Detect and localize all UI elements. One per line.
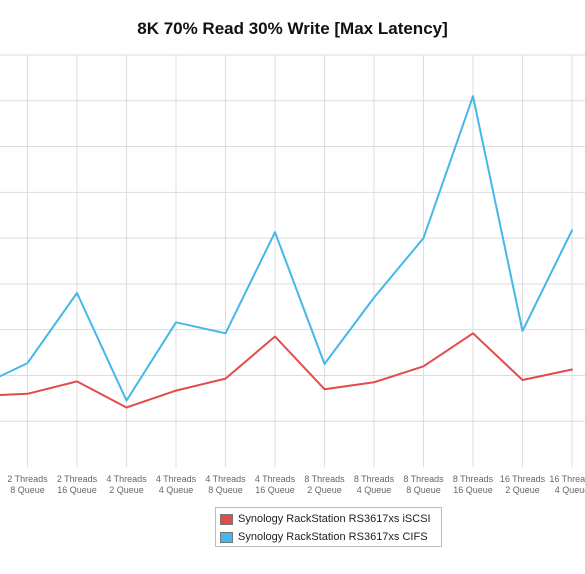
x-tick-label: 16 Queue [57, 485, 97, 495]
series-line-iscsi [0, 332, 573, 409]
x-tick-label: 4 Queue [357, 485, 392, 495]
legend-label-cifs: Synology RackStation RS3617xs CIFS [238, 531, 428, 543]
series-line-cifs [0, 95, 573, 402]
x-tick-label: 8 Queue [406, 485, 441, 495]
x-tick-label: 16 Threads [549, 474, 585, 484]
legend-item-cifs[interactable]: Synology RackStation RS3617xs CIFS [220, 529, 428, 545]
x-tick-label: 8 Queue [208, 485, 243, 495]
x-tick-label: 2 Queue [505, 485, 540, 495]
x-tick-label: 2 Threads [57, 474, 98, 484]
x-tick-label: 16 Queue [255, 485, 295, 495]
x-tick-label: 8 Threads [354, 474, 395, 484]
legend-label-iscsi: Synology RackStation RS3617xs iSCSI [238, 513, 431, 525]
x-tick-label: 8 Threads [403, 474, 444, 484]
series-lines [0, 95, 573, 409]
x-tick-label: 4 Queue [159, 485, 194, 495]
x-tick-label: 4 Threads [106, 474, 147, 484]
legend-swatch-iscsi [220, 513, 233, 525]
legend: Synology RackStation RS3617xs iSCSI Syno… [215, 507, 442, 547]
x-tick-label: 4 Threads [156, 474, 197, 484]
legend-swatch-cifs [220, 531, 233, 543]
x-tick-label: 2 Queue [307, 485, 342, 495]
x-tick-label: 8 Threads [304, 474, 345, 484]
legend-item-iscsi[interactable]: Synology RackStation RS3617xs iSCSI [220, 511, 431, 527]
x-tick-label: 16 Threads [500, 474, 546, 484]
grid-lines [0, 54, 585, 467]
x-tick-label: 2 Threads [7, 474, 48, 484]
x-tick-label: 2 Queue [109, 485, 144, 495]
x-tick-label: 4 Threads [255, 474, 296, 484]
x-tick-label: 16 Queue [453, 485, 493, 495]
x-tick-label: 4 Queue [555, 485, 585, 495]
x-tick-label: 8 Threads [453, 474, 494, 484]
chart-title: 8K 70% Read 30% Write [Max Latency] [137, 19, 448, 38]
x-tick-label: 4 Threads [205, 474, 246, 484]
x-tick-label: 8 Queue [10, 485, 45, 495]
